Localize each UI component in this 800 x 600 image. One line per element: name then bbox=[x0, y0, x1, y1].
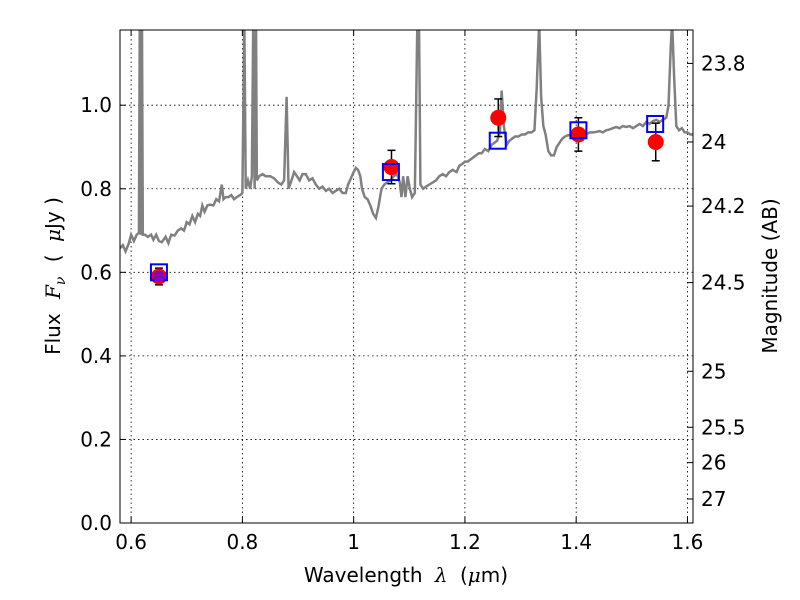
x-tick-label: 1.2 bbox=[449, 530, 481, 554]
magnitude-tick-label: 24.5 bbox=[701, 271, 746, 295]
model-photometry-square bbox=[488, 131, 507, 150]
magnitude-tick-label: 25 bbox=[701, 359, 726, 383]
x-axis-label-unit-mu: μ bbox=[468, 563, 481, 587]
y-axis-label-prefix: Flux bbox=[41, 313, 65, 355]
observed-point bbox=[490, 109, 507, 126]
x-tick-label: 0.6 bbox=[115, 530, 147, 554]
model-photometry-square bbox=[381, 163, 400, 182]
y-axis-label-symbol: F bbox=[41, 284, 65, 300]
y-tick-label: 1.0 bbox=[80, 93, 112, 117]
x-tick-label: 1.4 bbox=[560, 530, 592, 554]
y-tick-label: 0.2 bbox=[80, 427, 112, 451]
y-axis-label-unit-close: Jy ) bbox=[41, 197, 65, 231]
magnitude-tick-label: 27 bbox=[701, 487, 726, 511]
model-photometry-square bbox=[646, 115, 665, 134]
y-tick-label: 0.0 bbox=[80, 511, 112, 535]
model-photometry-square bbox=[569, 121, 588, 140]
y-axis-label-unit-open: ( bbox=[41, 254, 65, 262]
markers-layer bbox=[149, 98, 665, 286]
y-axis-label-sub: ν bbox=[53, 276, 69, 285]
ticks-layer: 0.6 0.8 1 1.2 1.4 1.6 0.0 0.2 0.4 0.6 0.8 1.0 23.8 24… bbox=[80, 30, 746, 554]
magnitude-tick-label: 23.8 bbox=[701, 51, 746, 75]
y-axis-label: Flux Fν ( μJy ) bbox=[41, 197, 70, 355]
observed-point bbox=[647, 133, 664, 150]
y-tick-label: 0.8 bbox=[80, 177, 112, 201]
y-axis-label-unit-mu: μ bbox=[41, 229, 65, 242]
model-spectrum-line bbox=[120, 30, 693, 255]
observed-point bbox=[570, 126, 587, 143]
grid-layer bbox=[120, 30, 693, 524]
x-axis-label-unit-close: m) bbox=[481, 563, 508, 587]
plot-area bbox=[120, 30, 693, 286]
x-tick-label: 1 bbox=[347, 530, 360, 554]
x-axis-label-prefix: Wavelength bbox=[304, 563, 423, 587]
magnitude-tick-label: 24.2 bbox=[701, 194, 746, 218]
x-tick-label: 0.8 bbox=[226, 530, 258, 554]
x-axis-label: Wavelength λ (μm) bbox=[304, 563, 508, 587]
y-tick-label: 0.4 bbox=[80, 344, 112, 368]
overlap-point bbox=[152, 270, 165, 283]
x-axis-label-symbol: λ bbox=[434, 563, 448, 587]
magnitude-tick-label: 24 bbox=[701, 130, 726, 154]
right-axis-label: Magnitude (AB) bbox=[758, 198, 782, 353]
x-tick-label: 1.6 bbox=[672, 530, 704, 554]
x-axis-label-unit-open: ( bbox=[460, 563, 468, 587]
y-tick-label: 0.6 bbox=[80, 260, 112, 284]
magnitude-tick-label: 26 bbox=[701, 451, 726, 475]
observed-point bbox=[383, 159, 400, 176]
axes-frame bbox=[119, 29, 694, 524]
magnitude-tick-label: 25.5 bbox=[701, 415, 746, 439]
